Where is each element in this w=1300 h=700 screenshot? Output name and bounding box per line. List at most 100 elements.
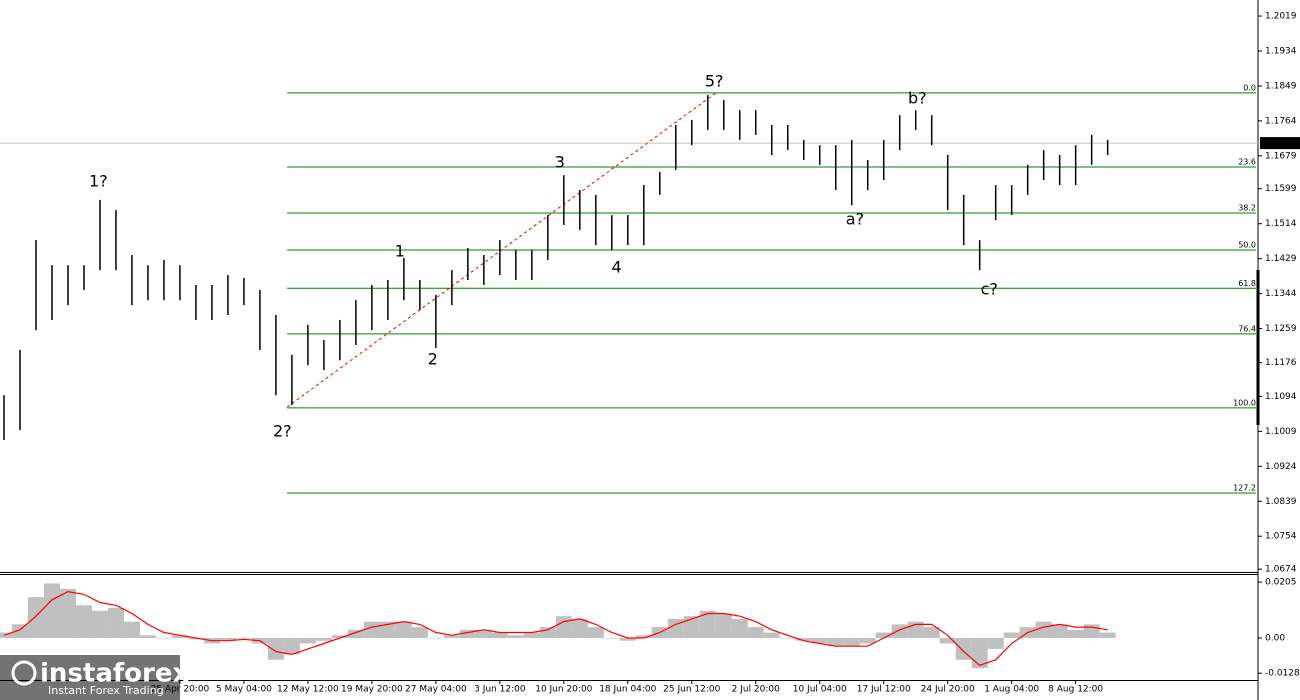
osc-bar [859, 638, 876, 644]
osc-bar [763, 632, 780, 638]
y-tick-label: 1.1599 [1265, 184, 1297, 194]
fib-label: 76.4 [1238, 324, 1256, 333]
y-tick-label: 1.1009 [1265, 427, 1297, 437]
osc-signal [3, 590, 1108, 666]
brand-logo [11, 660, 37, 686]
osc-bar [123, 621, 140, 638]
y-tick-label: 1.0839 [1265, 497, 1297, 507]
x-tick-label: 10 Jun 20:00 [535, 685, 592, 695]
osc-bar [987, 638, 1004, 649]
osc-bar [411, 627, 428, 638]
osc-bar [459, 629, 476, 638]
osc-bar [491, 632, 508, 638]
osc-bar [603, 638, 620, 639]
y-tick-label: 1.1094 [1265, 392, 1297, 402]
fib-label: 100.0 [1233, 398, 1256, 407]
osc-bar [43, 583, 60, 638]
fib-label: 50.0 [1238, 241, 1256, 250]
wave-label: 1? [89, 172, 108, 191]
x-tick-label: 17 Jul 12:00 [857, 685, 911, 695]
x-tick-label: 12 May 12:00 [277, 685, 339, 695]
brand-name: instaforex [40, 659, 190, 689]
osc-bar [395, 621, 412, 638]
osc-bar [1035, 621, 1052, 638]
osc-y-tick-label: 0.0205 [1265, 578, 1297, 588]
current-price-label: 1.1710 [1264, 139, 1296, 149]
osc-bar [11, 624, 28, 638]
wave-label: c? [981, 279, 998, 298]
fib-label: 61.8 [1238, 279, 1256, 288]
osc-bar [811, 638, 828, 644]
osc-bar [59, 588, 76, 638]
osc-bar [827, 638, 844, 647]
y-tick-label: 1.0674 [1265, 565, 1297, 575]
y-tick-label: 1.1176 [1265, 358, 1297, 368]
osc-bar [475, 629, 492, 638]
x-tick-label: 3 Jun 12:00 [474, 685, 526, 695]
trendline [286, 92, 717, 408]
osc-bar [27, 597, 44, 638]
x-tick-label: 2 Jul 20:00 [732, 685, 781, 695]
osc-bar [715, 613, 732, 638]
wave-label: a? [846, 210, 864, 229]
osc-bar [971, 638, 988, 668]
osc-bar [507, 635, 524, 638]
y-tick-label: 1.1764 [1265, 116, 1297, 126]
osc-bar [379, 621, 396, 638]
osc-bar [539, 627, 556, 638]
y-tick-label: 1.1259 [1265, 324, 1297, 334]
osc-bar [1051, 624, 1068, 638]
osc-bar [91, 610, 108, 638]
wave-label: 5? [705, 71, 724, 90]
osc-y-tick-label: -0.01289 [1265, 669, 1300, 679]
y-tick-label: 1.2019 [1265, 12, 1297, 22]
osc-bar [619, 638, 636, 641]
osc-bar [187, 638, 204, 640]
osc-bar [347, 629, 364, 638]
osc-bar [571, 618, 588, 638]
osc-bar [219, 638, 236, 641]
osc-bar [267, 638, 284, 660]
osc-bar [523, 632, 540, 638]
osc-bar [747, 627, 764, 638]
osc-bar [1003, 632, 1020, 638]
osc-bar [843, 638, 860, 647]
osc-bar [155, 638, 172, 639]
osc-bar [1067, 629, 1084, 638]
osc-bar [363, 621, 380, 638]
y-tick-label: 1.1849 [1265, 81, 1297, 91]
fib-label: 38.2 [1238, 204, 1256, 213]
osc-bar [299, 638, 316, 644]
y-tick-label: 1.0754 [1265, 532, 1297, 542]
y-tick-label: 1.1429 [1265, 254, 1297, 264]
wave-label: 2 [428, 349, 438, 368]
brand-tagline: Instant Forex Trading [48, 684, 164, 697]
wave-label: 2? [273, 422, 292, 441]
x-tick-label: 19 May 20:00 [341, 685, 403, 695]
x-tick-label: 10 Jul 04:00 [793, 685, 847, 695]
osc-bar [587, 627, 604, 638]
osc-bar [891, 624, 908, 638]
osc-bar [875, 632, 892, 638]
osc-bar [443, 635, 460, 638]
osc-bar [427, 638, 444, 639]
y-tick-label: 1.1344 [1265, 289, 1297, 299]
wave-label: 1 [395, 242, 405, 261]
osc-bar [315, 638, 332, 641]
y-tick-label: 1.1679 [1265, 151, 1297, 161]
osc-bar [283, 638, 300, 655]
current-price-box [1260, 137, 1300, 150]
y-tick-label: 1.0924 [1265, 462, 1297, 472]
wave-label: 3 [555, 152, 565, 171]
plot: 1.2019 1.1934 1.1849 1.1764 1.1679 1.1599 1.15… [0, 12, 1300, 695]
y-tick-label: 1.1514 [1265, 219, 1297, 229]
osc-bar [699, 610, 716, 638]
x-tick-label: 25 Apr 20:00 [151, 685, 210, 695]
fib-label: 127.2 [1233, 484, 1256, 493]
brand-watermark: instaforex Instant Forex Trading [0, 655, 190, 700]
x-tick-label: 27 May 04:00 [405, 685, 467, 695]
osc-bar [331, 635, 348, 638]
osc-bar [923, 627, 940, 638]
